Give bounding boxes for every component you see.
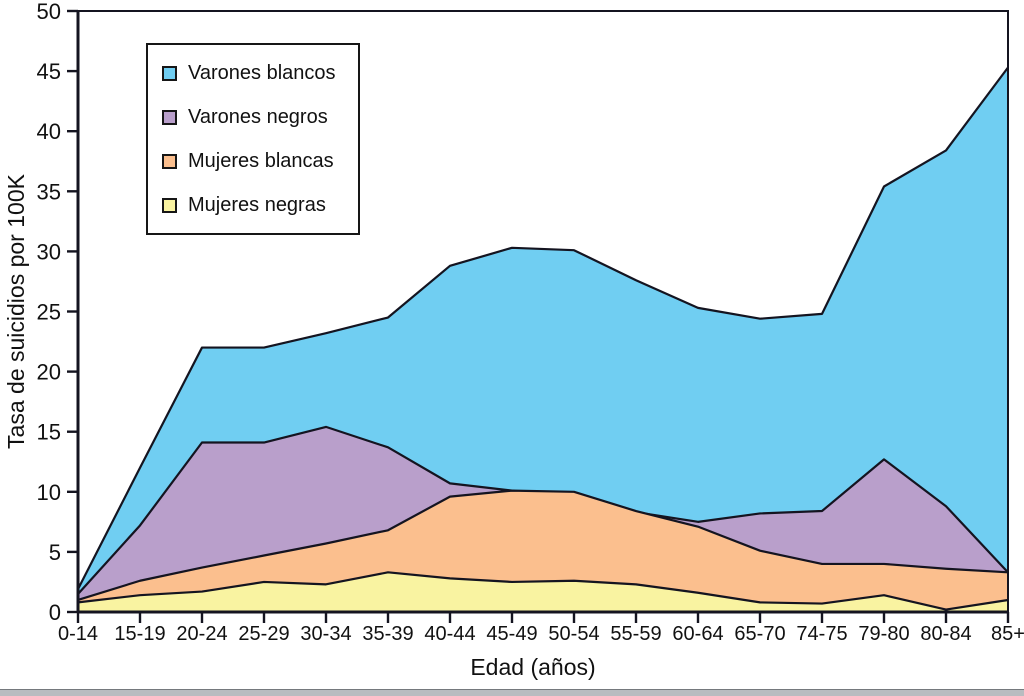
x-tick-label: 20-24 xyxy=(176,623,227,645)
x-tick-label: 55-59 xyxy=(610,623,661,645)
x-tick-label: 60-64 xyxy=(672,623,723,645)
x-tick-label: 0-14 xyxy=(58,623,98,645)
y-tick-label: 45 xyxy=(37,59,61,84)
x-tick-label: 15-19 xyxy=(114,623,165,645)
y-tick-label: 5 xyxy=(49,540,61,565)
y-tick-label: 35 xyxy=(37,179,61,204)
legend-label-varones-blancos: Varones blancos xyxy=(188,62,336,84)
legend-swatch-mujeres-negras-icon xyxy=(162,197,177,213)
x-tick-label: 85+ xyxy=(991,623,1024,645)
legend-label-mujeres-negras: Mujeres negras xyxy=(188,194,326,216)
y-tick-label: 40 xyxy=(37,119,61,144)
legend-label-mujeres-blancas: Mujeres blancas xyxy=(188,150,334,172)
line-mujeres-negras xyxy=(77,571,1009,611)
y-tick-label: 20 xyxy=(37,360,61,385)
y-axis-title: Tasa de suicidios por 100K xyxy=(3,173,29,449)
window-bottom-edge xyxy=(0,689,1024,696)
x-tick-label: 25-29 xyxy=(238,623,289,645)
legend-item-mujeres-negras: Mujeres negras xyxy=(162,195,352,215)
y-tick-label: 25 xyxy=(37,300,61,325)
area-mujeres-negras xyxy=(78,572,1008,612)
x-tick-label: 50-54 xyxy=(548,623,599,645)
x-tick-label: 79-80 xyxy=(858,623,909,645)
line-varones-blancos xyxy=(77,66,1009,590)
x-axis-title: Edad (años) xyxy=(470,654,595,680)
x-tick-label: 80-84 xyxy=(920,623,971,645)
y-tick-label: 30 xyxy=(37,239,61,264)
y-tick-label: 0 xyxy=(49,600,61,625)
y-tick-label: 10 xyxy=(37,480,61,505)
x-tick-label: 35-39 xyxy=(362,623,413,645)
legend-item-mujeres-blancas: Mujeres blancas xyxy=(162,151,352,171)
legend-swatch-mujeres-blancas-icon xyxy=(162,153,177,169)
y-tick-label: 50 xyxy=(37,0,61,24)
legend-label-varones-negros: Varones negros xyxy=(188,106,328,128)
legend-swatch-varones-blancos-icon xyxy=(162,65,177,81)
legend-item-varones-negros: Varones negros xyxy=(162,107,352,127)
x-tick-label: 30-34 xyxy=(300,623,351,645)
y-tick-label: 15 xyxy=(37,420,61,445)
legend-swatch-varones-negros-icon xyxy=(162,109,177,125)
chart-legend: Varones blancos Varones negros Mujeres b… xyxy=(146,43,360,235)
area-mujeres-blancas xyxy=(78,490,1008,612)
legend-item-varones-blancos: Varones blancos xyxy=(162,63,352,83)
x-tick-label: 65-70 xyxy=(734,623,785,645)
x-tick-label: 45-49 xyxy=(486,623,537,645)
line-mujeres-blancas xyxy=(77,489,1009,602)
x-tick-label: 40-44 xyxy=(424,623,475,645)
x-tick-label: 74-75 xyxy=(796,623,847,645)
